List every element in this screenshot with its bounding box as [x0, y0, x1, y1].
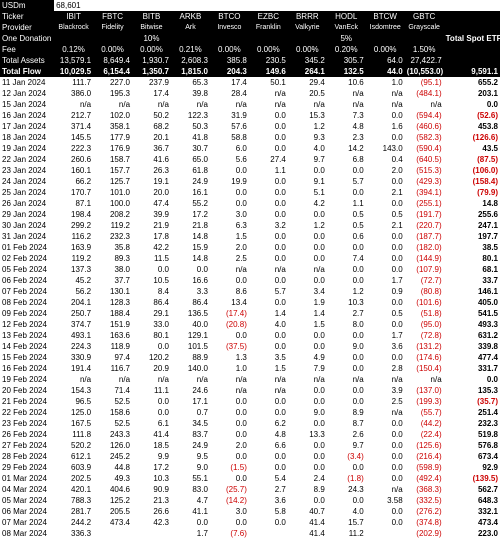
table-row: 12 Feb 2024374.7151.933.040.0(20.8)4.01.…: [0, 319, 500, 330]
total-spot-etf-header: Total Spot ETF: [444, 11, 500, 66]
table-row: 23 Feb 2024167.552.56.134.50.06.20.08.70…: [0, 418, 500, 429]
table-row: 19 Feb 2024n/an/an/an/an/an/an/an/an/an/…: [0, 374, 500, 385]
date-cell: 09 Feb 2024: [0, 308, 54, 319]
table-row: 15 Jan 2024n/an/an/an/an/an/an/an/an/an/…: [0, 99, 500, 110]
table-row: 26 Feb 2024111.8243.341.483.70.04.813.32…: [0, 429, 500, 440]
date-cell: 22 Feb 2024: [0, 407, 54, 418]
table-row: 15 Feb 2024330.997.4120.288.91.33.54.90.…: [0, 352, 500, 363]
date-cell: 02 Feb 2024: [0, 253, 54, 264]
table-row: 19 Jan 2024222.3176.936.730.76.00.04.014…: [0, 143, 500, 154]
date-cell: 16 Feb 2024: [0, 363, 54, 374]
table-row: 25 Jan 2024170.7101.020.016.10.00.05.10.…: [0, 187, 500, 198]
table-row: 29 Jan 2024198.4208.239.917.23.00.00.00.…: [0, 209, 500, 220]
table-row: 08 Mar 2024336.31.7(7.6)41.411.2(202.9)2…: [0, 528, 500, 539]
date-cell: 30 Jan 2024: [0, 220, 54, 231]
table-row: 12 Jan 2024386.0195.317.439.828.4n/a20.5…: [0, 88, 500, 99]
table-row: 24 Jan 202466.2125.719.124.919.90.09.15.…: [0, 176, 500, 187]
ticker-BRRR: BRRR: [288, 11, 327, 22]
usdm-value: 68,601: [54, 0, 93, 11]
date-cell: 12 Jan 2024: [0, 88, 54, 99]
table-row: 16 Feb 2024191.4116.720.9140.01.01.57.90…: [0, 363, 500, 374]
total-flow-value: 9,591.1: [444, 66, 500, 77]
table-row: 07 Feb 202456.2130.18.43.38.65.73.41.20.…: [0, 286, 500, 297]
date-cell: 29 Feb 2024: [0, 462, 54, 473]
date-cell: 31 Jan 2024: [0, 231, 54, 242]
date-cell: 12 Feb 2024: [0, 319, 54, 330]
date-cell: 01 Mar 2024: [0, 473, 54, 484]
date-cell: 21 Feb 2024: [0, 396, 54, 407]
date-cell: 14 Feb 2024: [0, 341, 54, 352]
ticker-BTCO: BTCO: [210, 11, 249, 22]
table-row: 21 Feb 202496.552.50.017.10.00.00.00.02.…: [0, 396, 500, 407]
table-row: 09 Feb 2024250.7188.429.1136.5(17.4)1.41…: [0, 308, 500, 319]
table-row: 08 Feb 2024204.1128.386.486.413.40.01.91…: [0, 297, 500, 308]
date-cell: 05 Mar 2024: [0, 495, 54, 506]
table-row: 13 Feb 2024493.1163.680.1129.10.00.00.00…: [0, 330, 500, 341]
date-cell: 18 Jan 2024: [0, 132, 54, 143]
table-row: 27 Feb 2024520.2126.018.524.92.06.60.09.…: [0, 440, 500, 451]
date-cell: 11 Jan 2024: [0, 77, 54, 88]
date-cell: 15 Jan 2024: [0, 99, 54, 110]
date-cell: 13 Feb 2024: [0, 330, 54, 341]
table-row: 23 Jan 2024160.1157.726.361.80.01.10.00.…: [0, 165, 500, 176]
table-row: 28 Feb 2024612.1245.29.99.50.00.00.0(3.4…: [0, 451, 500, 462]
table-row: 22 Jan 2024260.6158.741.665.05.627.49.76…: [0, 154, 500, 165]
table-row: 05 Feb 2024137.338.00.00.0n/an/an/a0.00.…: [0, 264, 500, 275]
date-cell: 04 Mar 2024: [0, 484, 54, 495]
date-cell: 19 Jan 2024: [0, 143, 54, 154]
date-cell: 06 Feb 2024: [0, 275, 54, 286]
date-cell: 06 Mar 2024: [0, 506, 54, 517]
date-cell: 07 Mar 2024: [0, 517, 54, 528]
usdm-label: USDm: [0, 0, 54, 11]
date-cell: 15 Feb 2024: [0, 352, 54, 363]
table-row: 16 Jan 2024212.7102.050.2122.331.90.015.…: [0, 110, 500, 121]
date-cell: 16 Jan 2024: [0, 110, 54, 121]
date-cell: 01 Feb 2024: [0, 242, 54, 253]
table-row: 26 Jan 202487.1100.047.455.20.00.04.21.1…: [0, 198, 500, 209]
table-row: 11 Jan 2024111.7227.0237.965.317.450.129…: [0, 77, 500, 88]
ticker-FBTC: FBTC: [93, 11, 132, 22]
date-cell: 23 Jan 2024: [0, 165, 54, 176]
table-row: 29 Feb 2024603.944.817.29.0(1.5)0.00.00.…: [0, 462, 500, 473]
table-row: 07 Mar 2024244.2473.442.30.00.00.041.415…: [0, 517, 500, 528]
table-row: 06 Feb 202445.237.710.516.60.00.00.00.01…: [0, 275, 500, 286]
date-cell: 29 Jan 2024: [0, 209, 54, 220]
date-cell: 28 Feb 2024: [0, 451, 54, 462]
date-cell: 22 Jan 2024: [0, 154, 54, 165]
table-row: 01 Feb 2024163.935.842.215.92.00.00.00.0…: [0, 242, 500, 253]
date-cell: 08 Mar 2024: [0, 528, 54, 539]
date-cell: 08 Feb 2024: [0, 297, 54, 308]
ticker-BITB: BITB: [132, 11, 171, 22]
date-cell: 23 Feb 2024: [0, 418, 54, 429]
table-row: 06 Mar 2024281.7205.526.641.13.05.840.74…: [0, 506, 500, 517]
ticker-ARKB: ARKB: [171, 11, 210, 22]
date-cell: 05 Feb 2024: [0, 264, 54, 275]
date-cell: 17 Jan 2024: [0, 121, 54, 132]
ticker-IBIT: IBIT: [54, 11, 93, 22]
date-cell: 07 Feb 2024: [0, 286, 54, 297]
date-cell: 24 Jan 2024: [0, 176, 54, 187]
ticker-GBTC: GBTC: [405, 11, 444, 22]
date-cell: 26 Jan 2024: [0, 198, 54, 209]
date-cell: 19 Feb 2024: [0, 374, 54, 385]
ticker-BTCW: BTCW: [366, 11, 405, 22]
table-row: 02 Feb 2024119.289.311.514.82.50.00.07.4…: [0, 253, 500, 264]
table-row: 17 Jan 2024371.4358.168.250.357.60.01.24…: [0, 121, 500, 132]
date-cell: 25 Jan 2024: [0, 187, 54, 198]
table-row: 22 Feb 2024125.0158.60.00.70.00.09.08.9n…: [0, 407, 500, 418]
table-row: 04 Mar 2024420.1404.690.983.0(25.7)2.78.…: [0, 484, 500, 495]
table-row: 30 Jan 2024299.2119.221.921.86.33.21.20.…: [0, 220, 500, 231]
date-cell: 27 Feb 2024: [0, 440, 54, 451]
table-row: 18 Jan 2024145.5177.920.141.858.80.09.32…: [0, 132, 500, 143]
ticker-HODL: HODL: [327, 11, 366, 22]
table-row: 14 Feb 2024224.3118.90.0101.5(37.5)0.00.…: [0, 341, 500, 352]
ticker-EZBC: EZBC: [249, 11, 288, 22]
date-cell: 20 Feb 2024: [0, 385, 54, 396]
table-row: 01 Mar 2024202.549.310.355.10.05.42.4(1.…: [0, 473, 500, 484]
table-row: 31 Jan 2024116.2232.317.814.81.50.00.00.…: [0, 231, 500, 242]
table-row: 05 Mar 2024788.3125.221.34.7(14.2)3.60.0…: [0, 495, 500, 506]
table-row: 20 Feb 2024154.371.411.124.6n/an/a0.00.0…: [0, 385, 500, 396]
date-cell: 26 Feb 2024: [0, 429, 54, 440]
